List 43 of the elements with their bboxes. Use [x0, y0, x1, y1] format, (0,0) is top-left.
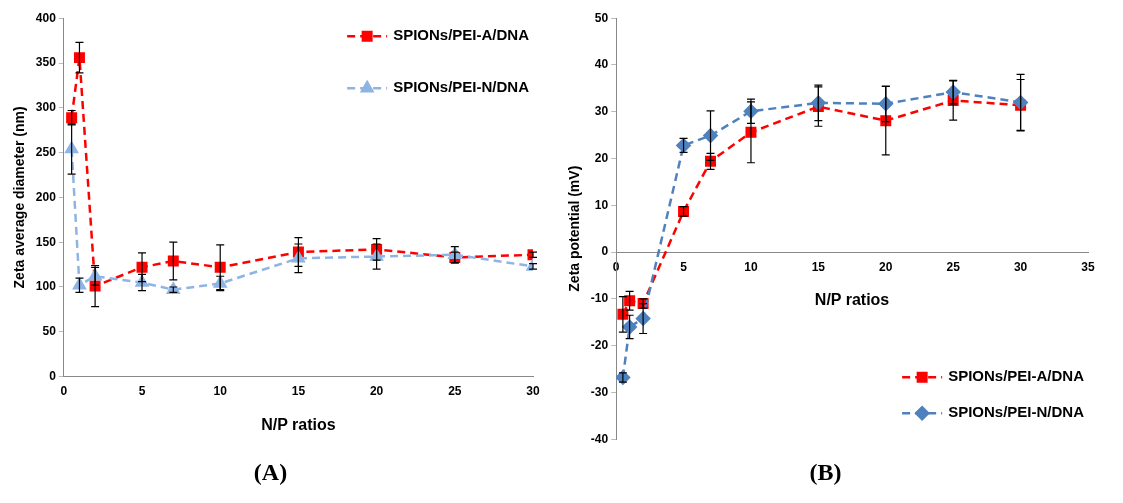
x-tick-label: 15: [291, 384, 306, 399]
x-tick-label: 10: [213, 384, 228, 399]
y-tick-label: 0: [49, 368, 57, 383]
x-tick-label: 35: [1081, 259, 1095, 274]
x-tick-label: 30: [1013, 259, 1028, 274]
y-tick-label: 50: [42, 324, 57, 339]
x-axis-title: N/P ratios: [261, 416, 336, 434]
y-tick-label: 250: [35, 144, 57, 159]
y-tick-label: 400: [35, 10, 57, 25]
x-axis-title: N/P ratios: [814, 291, 890, 309]
text: (A): [253, 458, 288, 485]
y-tick-label: 20: [594, 150, 609, 165]
y-tick-label: 50: [594, 10, 609, 25]
y-tick-label: 40: [594, 57, 609, 72]
x-tick-label: 0: [60, 384, 68, 399]
y-tick-label: -20: [590, 337, 609, 352]
x-tick-label: 5: [138, 384, 146, 399]
y-tick-label: -40: [590, 431, 609, 446]
x-tick-label: 25: [946, 259, 961, 274]
y-axis-title: Zeta average diameter (nm): [11, 106, 28, 289]
legend-label: SPIONs/PEI-N/DNA: [393, 78, 530, 96]
x-tick-label: 5: [680, 259, 688, 274]
x-tick-label: 15: [811, 259, 826, 274]
y-tick-label: 10: [594, 197, 609, 212]
legend-label: SPIONs/PEI-N/DNA: [948, 403, 1085, 421]
y-axis-title: Zeta potential (mV): [566, 165, 583, 292]
y-tick-label: -30: [590, 384, 609, 399]
x-tick-label: 10: [744, 259, 758, 274]
x-tick-label: 20: [879, 259, 893, 274]
legend-label: SPIONs/PEI-A/DNA: [393, 26, 530, 44]
legend-label: SPIONs/PEI-A/DNA: [948, 367, 1085, 385]
y-tick-label: 150: [35, 234, 57, 249]
y-tick-label: 350: [35, 55, 57, 70]
x-tick-label: 30: [526, 384, 540, 399]
x-tick-label: 20: [369, 384, 384, 399]
text: (B): [809, 458, 842, 485]
y-tick-label: -10: [590, 291, 609, 306]
y-tick-label: 100: [35, 279, 57, 294]
y-tick-label: 0: [601, 244, 609, 259]
y-tick-label: 30: [594, 104, 609, 119]
y-tick-label: 300: [35, 100, 57, 115]
y-tick-label: 200: [35, 189, 57, 204]
x-tick-label: 25: [448, 384, 462, 399]
